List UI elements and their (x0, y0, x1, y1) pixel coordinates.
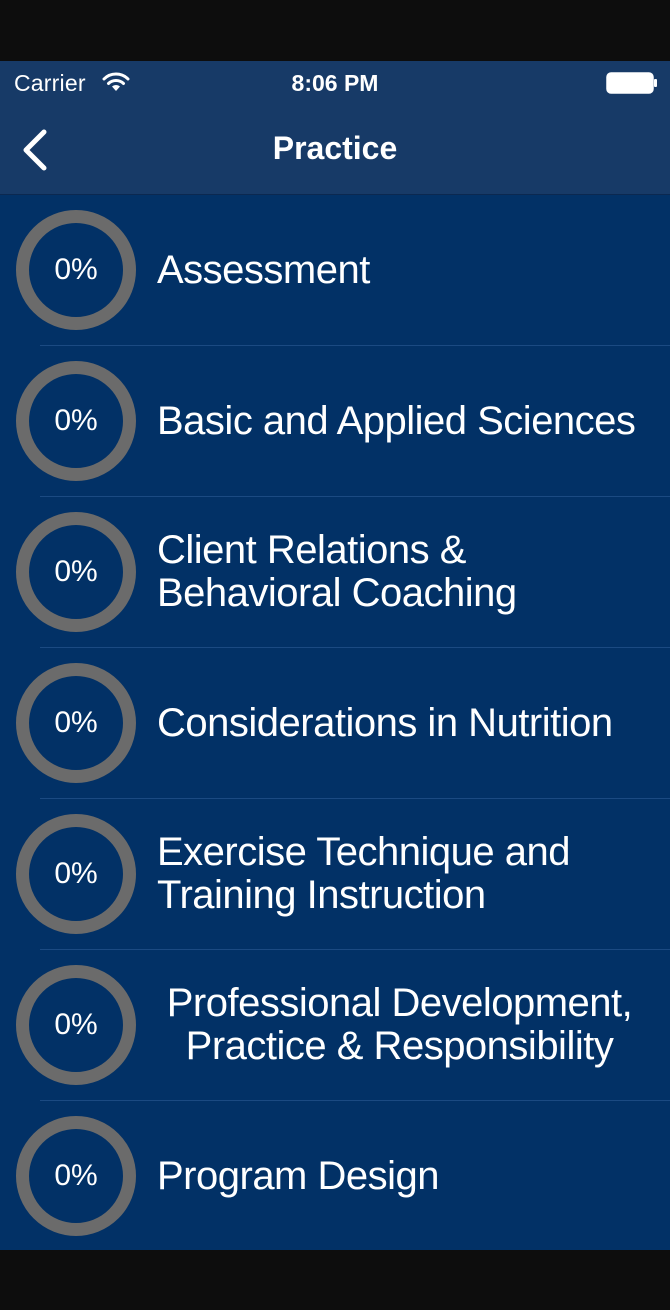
topic-label: Professional Development, Practice & Res… (166, 981, 633, 1068)
wifi-icon (102, 72, 130, 91)
topic-row-program-design[interactable]: 0% Program Design (0, 1101, 670, 1252)
topic-row-exercise-technique[interactable]: 0% Exercise Technique and Training Instr… (0, 799, 670, 950)
battery-icon (606, 72, 657, 94)
row-divider (40, 647, 670, 648)
topic-label: Basic and Applied Sciences (157, 398, 636, 443)
topic-label: Client Relations & Behavioral Coaching (157, 528, 517, 615)
progress-percent: 0% (54, 1008, 98, 1041)
progress-percent: 0% (54, 857, 98, 890)
progress-percent: 0% (54, 555, 98, 588)
app-screen: Carrier 8:06 PM Practice 0% Assessment (0, 61, 670, 1250)
progress-percent: 0% (54, 706, 98, 739)
row-divider (40, 496, 670, 497)
navigation-bar: Carrier 8:06 PM Practice (0, 61, 670, 195)
row-divider (40, 1100, 670, 1101)
progress-percent: 0% (54, 1159, 98, 1192)
topic-label: Program Design (157, 1153, 440, 1198)
status-time: 8:06 PM (291, 70, 379, 96)
progress-percent: 0% (54, 404, 98, 437)
carrier-label: Carrier (14, 70, 86, 96)
topic-label: Exercise Technique and Training Instruct… (157, 830, 570, 917)
page-title: Practice (272, 130, 398, 166)
chevron-left-icon (23, 129, 47, 171)
topic-label: Assessment (157, 247, 370, 292)
topic-row-professional-development[interactable]: 0% Professional Development, Practice & … (0, 950, 670, 1101)
status-bar: Carrier 8:06 PM (0, 61, 670, 105)
topic-list: 0% Assessment 0% Basic and Applied Scien… (0, 195, 670, 1252)
row-divider (40, 949, 670, 950)
topic-row-client-relations[interactable]: 0% Client Relations & Behavioral Coachin… (0, 497, 670, 648)
topic-row-assessment[interactable]: 0% Assessment (0, 195, 670, 346)
row-divider (40, 798, 670, 799)
bottom-bezel (0, 1250, 670, 1310)
progress-percent: 0% (54, 253, 98, 286)
row-divider (40, 345, 670, 346)
topic-row-basic-applied-sciences[interactable]: 0% Basic and Applied Sciences (0, 346, 670, 497)
topic-row-nutrition[interactable]: 0% Considerations in Nutrition (0, 648, 670, 799)
top-bezel (0, 0, 670, 61)
topic-label: Considerations in Nutrition (157, 700, 613, 745)
progress-ring (16, 965, 136, 1085)
back-button[interactable] (14, 123, 64, 173)
